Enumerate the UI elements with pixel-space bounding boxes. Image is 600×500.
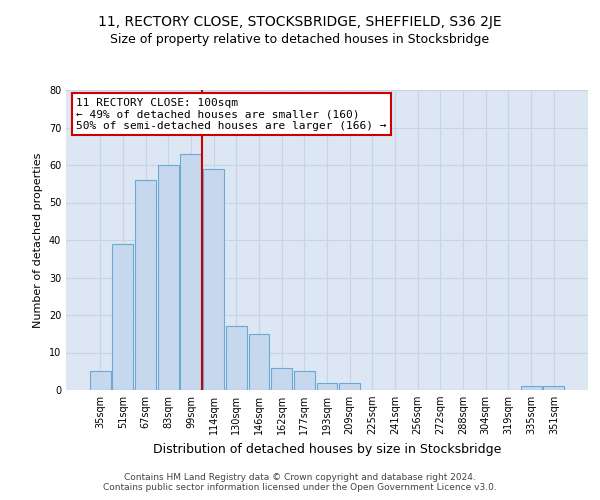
Bar (271, 368, 292, 390)
Bar (294, 371, 315, 390)
Bar (135, 180, 156, 390)
Bar (248, 334, 269, 390)
Bar (112, 244, 133, 390)
Bar (203, 169, 224, 390)
Text: Contains HM Land Registry data © Crown copyright and database right 2024.
Contai: Contains HM Land Registry data © Crown c… (103, 473, 497, 492)
Bar (544, 386, 564, 390)
Bar (339, 382, 360, 390)
Text: 11 RECTORY CLOSE: 100sqm
← 49% of detached houses are smaller (160)
50% of semi-: 11 RECTORY CLOSE: 100sqm ← 49% of detach… (76, 98, 387, 130)
Bar (226, 326, 247, 390)
Bar (90, 371, 110, 390)
Bar (158, 165, 179, 390)
Text: 11, RECTORY CLOSE, STOCKSBRIDGE, SHEFFIELD, S36 2JE: 11, RECTORY CLOSE, STOCKSBRIDGE, SHEFFIE… (98, 15, 502, 29)
Text: Size of property relative to detached houses in Stocksbridge: Size of property relative to detached ho… (110, 32, 490, 46)
Bar (181, 154, 202, 390)
Bar (317, 382, 337, 390)
X-axis label: Distribution of detached houses by size in Stocksbridge: Distribution of detached houses by size … (153, 442, 501, 456)
Y-axis label: Number of detached properties: Number of detached properties (33, 152, 43, 328)
Bar (521, 386, 542, 390)
